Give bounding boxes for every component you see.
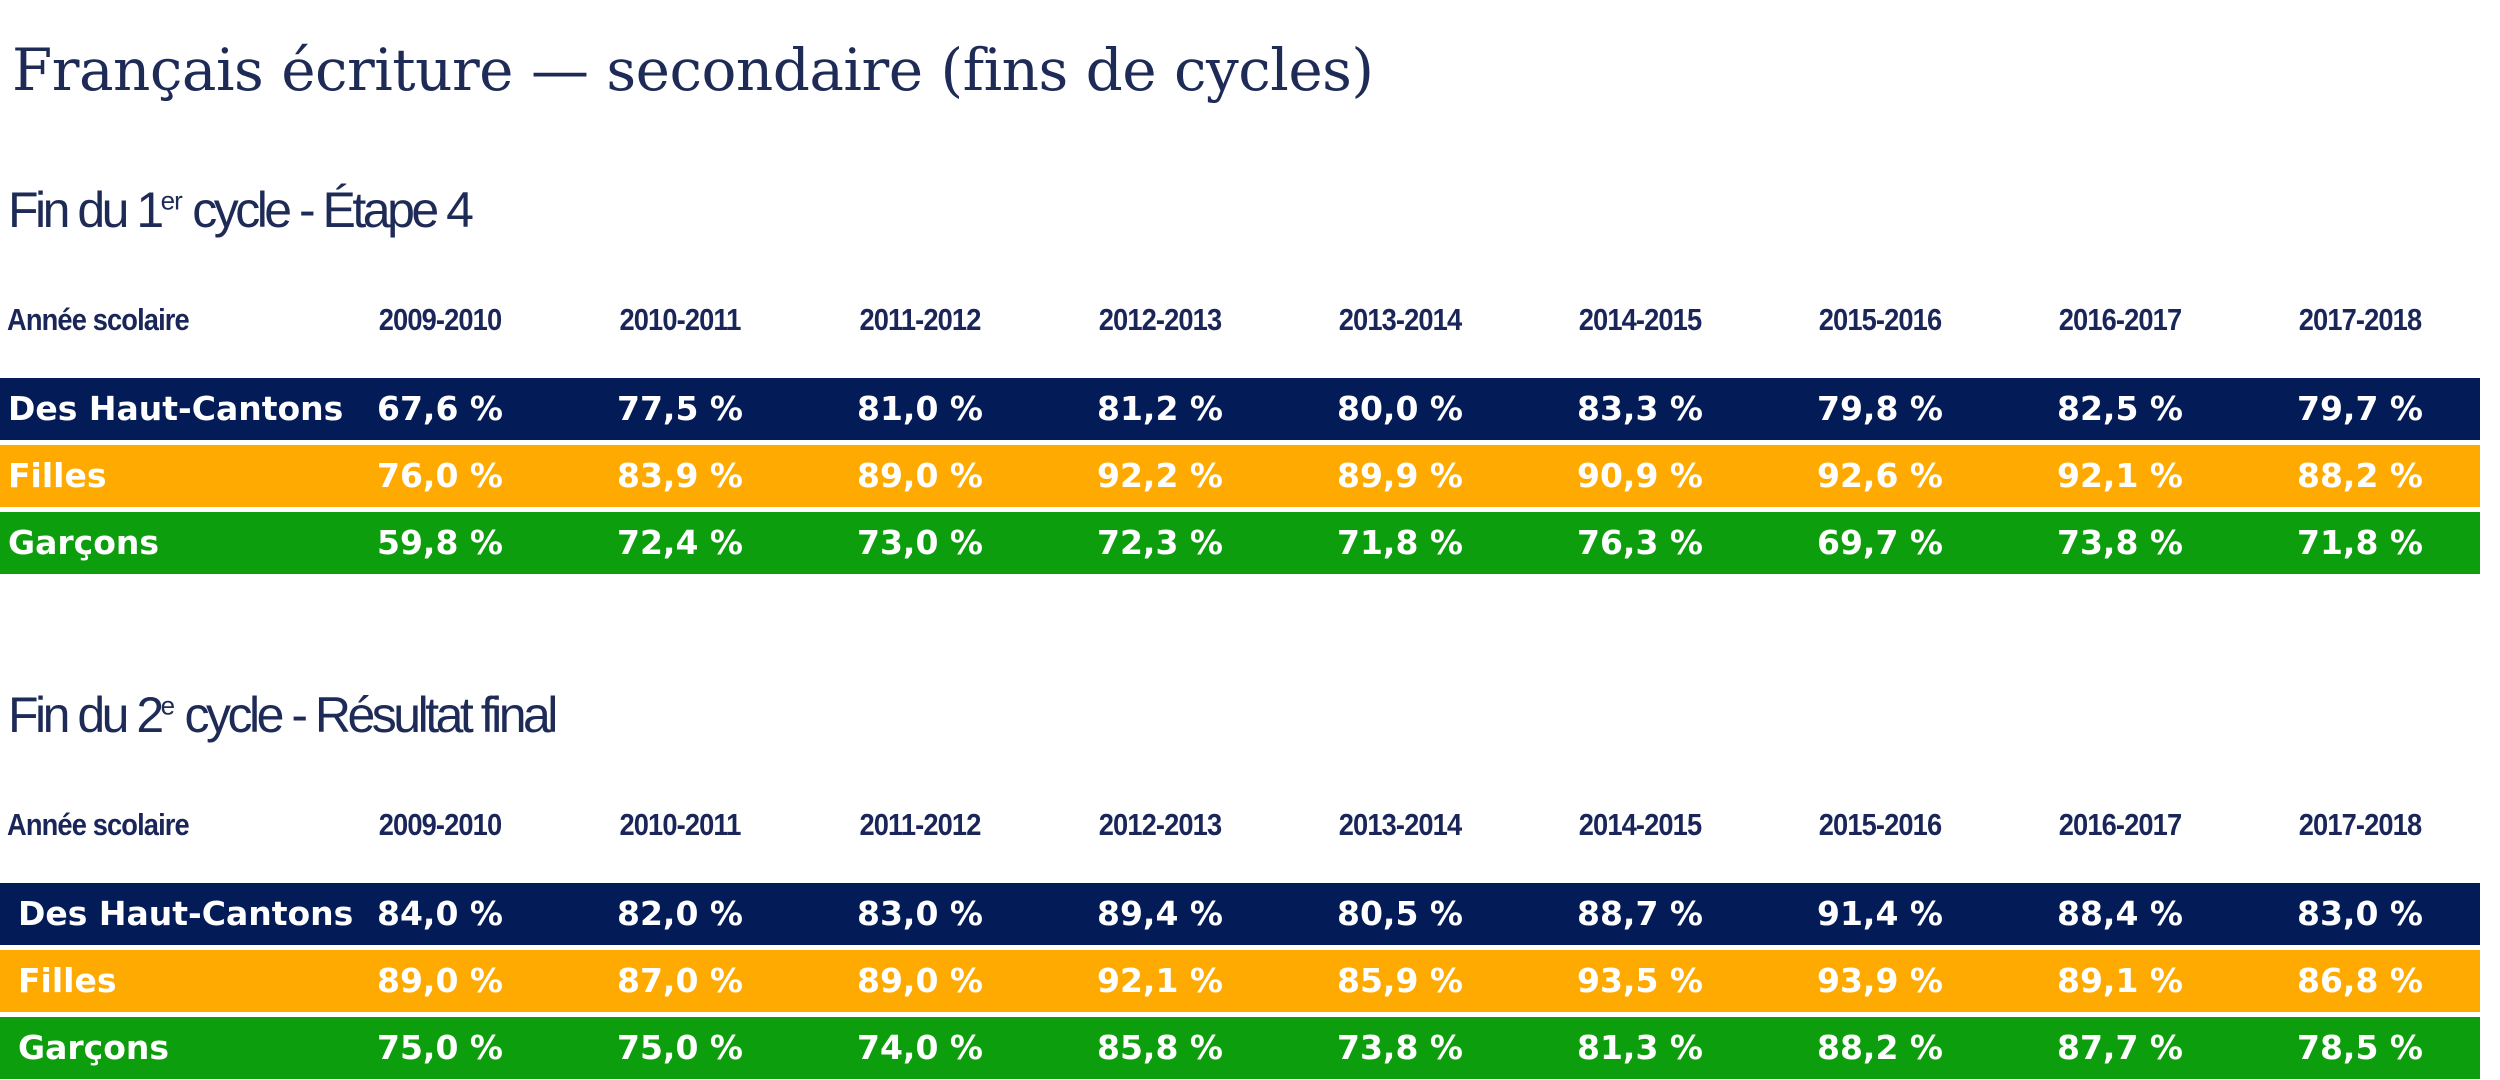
header-year: 2013-2014 xyxy=(1338,302,1462,337)
table-cell: 83,0 % xyxy=(857,894,983,933)
header-year: 2017-2018 xyxy=(2298,807,2422,842)
table-cell: 93,9 % xyxy=(1817,961,1943,1000)
table-cell: 88,2 % xyxy=(2297,456,2423,495)
row-label: Filles xyxy=(18,961,117,1000)
section-title-superscript: e xyxy=(160,690,176,721)
section-title-main: Fin du 2 xyxy=(8,687,164,743)
table-row-des-haut-cantons: Des Haut-Cantons 67,6 % 77,5 % 81,0 % 81… xyxy=(0,378,2480,440)
section-title-rest: cycle - Résultat final xyxy=(174,687,559,743)
header-year: 2012-2013 xyxy=(1098,302,1222,337)
row-label: Filles xyxy=(8,456,107,495)
header-year: 2009-2010 xyxy=(378,302,502,337)
table-cell: 84,0 % xyxy=(377,894,503,933)
header-label: Année scolaire xyxy=(7,302,190,337)
table-row-garcons: Garçons 75,0 % 75,0 % 74,0 % 85,8 % 73,8… xyxy=(0,1017,2480,1079)
table-cell: 87,7 % xyxy=(2057,1028,2183,1067)
table-cell: 92,1 % xyxy=(1097,961,1223,1000)
table-cell: 78,5 % xyxy=(2297,1028,2423,1067)
table-cell: 90,9 % xyxy=(1577,456,1703,495)
table-cell: 87,0 % xyxy=(617,961,743,1000)
table-cell: 77,5 % xyxy=(617,389,743,428)
header-year: 2015-2016 xyxy=(1818,302,1942,337)
section-title: Fin du 2e cycle - Résultat final xyxy=(8,680,559,750)
table-cell: 85,8 % xyxy=(1097,1028,1223,1067)
row-label: Garçons xyxy=(8,523,159,562)
table-cell: 73,8 % xyxy=(1337,1028,1463,1067)
header-year: 2017-2018 xyxy=(2298,302,2422,337)
table-cell: 79,7 % xyxy=(2297,389,2423,428)
table-row-garcons: Garçons 59,8 % 72,4 % 73,0 % 72,3 % 71,8… xyxy=(0,512,2480,574)
row-label: Garçons xyxy=(18,1028,169,1067)
table-cell: 75,0 % xyxy=(377,1028,503,1067)
table-cell: 92,6 % xyxy=(1817,456,1943,495)
section-title-rest: cycle - Étape 4 xyxy=(181,182,474,238)
table-cell: 71,8 % xyxy=(1337,523,1463,562)
header-year: 2015-2016 xyxy=(1818,807,1942,842)
table-cell: 72,4 % xyxy=(617,523,743,562)
table-cell: 83,0 % xyxy=(2297,894,2423,933)
table-cell: 80,0 % xyxy=(1337,389,1463,428)
table-cell: 88,7 % xyxy=(1577,894,1703,933)
table-cell: 79,8 % xyxy=(1817,389,1943,428)
header-year: 2011-2012 xyxy=(859,302,981,337)
header-year: 2010-2011 xyxy=(619,302,741,337)
table-cell: 89,4 % xyxy=(1097,894,1223,933)
section-title-superscript: er xyxy=(160,185,183,216)
table-cell: 71,8 % xyxy=(2297,523,2423,562)
table-cell: 74,0 % xyxy=(857,1028,983,1067)
header-year: 2016-2017 xyxy=(2058,302,2182,337)
header-year: 2012-2013 xyxy=(1098,807,1222,842)
page-title: Français écriture — secondaire (fins de … xyxy=(12,36,1374,104)
table-cell: 82,5 % xyxy=(2057,389,2183,428)
table-cell: 89,0 % xyxy=(857,456,983,495)
table-header-row: Année scolaire 2009-2010 2010-2011 2011-… xyxy=(0,292,2480,348)
table-cell: 81,2 % xyxy=(1097,389,1223,428)
table-cell: 83,9 % xyxy=(617,456,743,495)
table-cell: 93,5 % xyxy=(1577,961,1703,1000)
header-label: Année scolaire xyxy=(7,807,190,842)
table-cell: 88,4 % xyxy=(2057,894,2183,933)
header-year: 2014-2015 xyxy=(1578,302,1702,337)
table-cell: 76,0 % xyxy=(377,456,503,495)
table-cell: 67,6 % xyxy=(377,389,503,428)
table-cell: 89,9 % xyxy=(1337,456,1463,495)
header-year: 2010-2011 xyxy=(619,807,741,842)
table-cell: 76,3 % xyxy=(1577,523,1703,562)
row-label: Des Haut-Cantons xyxy=(18,894,354,933)
header-year: 2009-2010 xyxy=(378,807,502,842)
table-cell: 81,3 % xyxy=(1577,1028,1703,1067)
table-header-row: Année scolaire 2009-2010 2010-2011 2011-… xyxy=(0,797,2480,853)
table-cell: 82,0 % xyxy=(617,894,743,933)
table-cell: 80,5 % xyxy=(1337,894,1463,933)
table-cell: 83,3 % xyxy=(1577,389,1703,428)
table-cell: 85,9 % xyxy=(1337,961,1463,1000)
header-year: 2016-2017 xyxy=(2058,807,2182,842)
table-cell: 72,3 % xyxy=(1097,523,1223,562)
table-cell: 86,8 % xyxy=(2297,961,2423,1000)
table-cell: 73,8 % xyxy=(2057,523,2183,562)
table-cell: 92,1 % xyxy=(2057,456,2183,495)
table-cell: 59,8 % xyxy=(377,523,503,562)
table-cell: 81,0 % xyxy=(857,389,983,428)
row-label: Des Haut-Cantons xyxy=(8,389,344,428)
table-cell: 73,0 % xyxy=(857,523,983,562)
header-year: 2014-2015 xyxy=(1578,807,1702,842)
header-year: 2013-2014 xyxy=(1338,807,1462,842)
table-cell: 75,0 % xyxy=(617,1028,743,1067)
table-cell: 88,2 % xyxy=(1817,1028,1943,1067)
section-title: Fin du 1er cycle - Étape 4 xyxy=(8,175,474,245)
section-title-main: Fin du 1 xyxy=(8,182,164,238)
table-cell: 89,1 % xyxy=(2057,961,2183,1000)
table-cell: 69,7 % xyxy=(1817,523,1943,562)
table-row-des-haut-cantons: Des Haut-Cantons 84,0 % 82,0 % 83,0 % 89… xyxy=(0,883,2480,945)
table-cell: 92,2 % xyxy=(1097,456,1223,495)
table-cell: 91,4 % xyxy=(1817,894,1943,933)
table-row-filles: Filles 76,0 % 83,9 % 89,0 % 92,2 % 89,9 … xyxy=(0,445,2480,507)
table-cell: 89,0 % xyxy=(857,961,983,1000)
table-cell: 89,0 % xyxy=(377,961,503,1000)
header-year: 2011-2012 xyxy=(859,807,981,842)
table-row-filles: Filles 89,0 % 87,0 % 89,0 % 92,1 % 85,9 … xyxy=(0,950,2480,1012)
